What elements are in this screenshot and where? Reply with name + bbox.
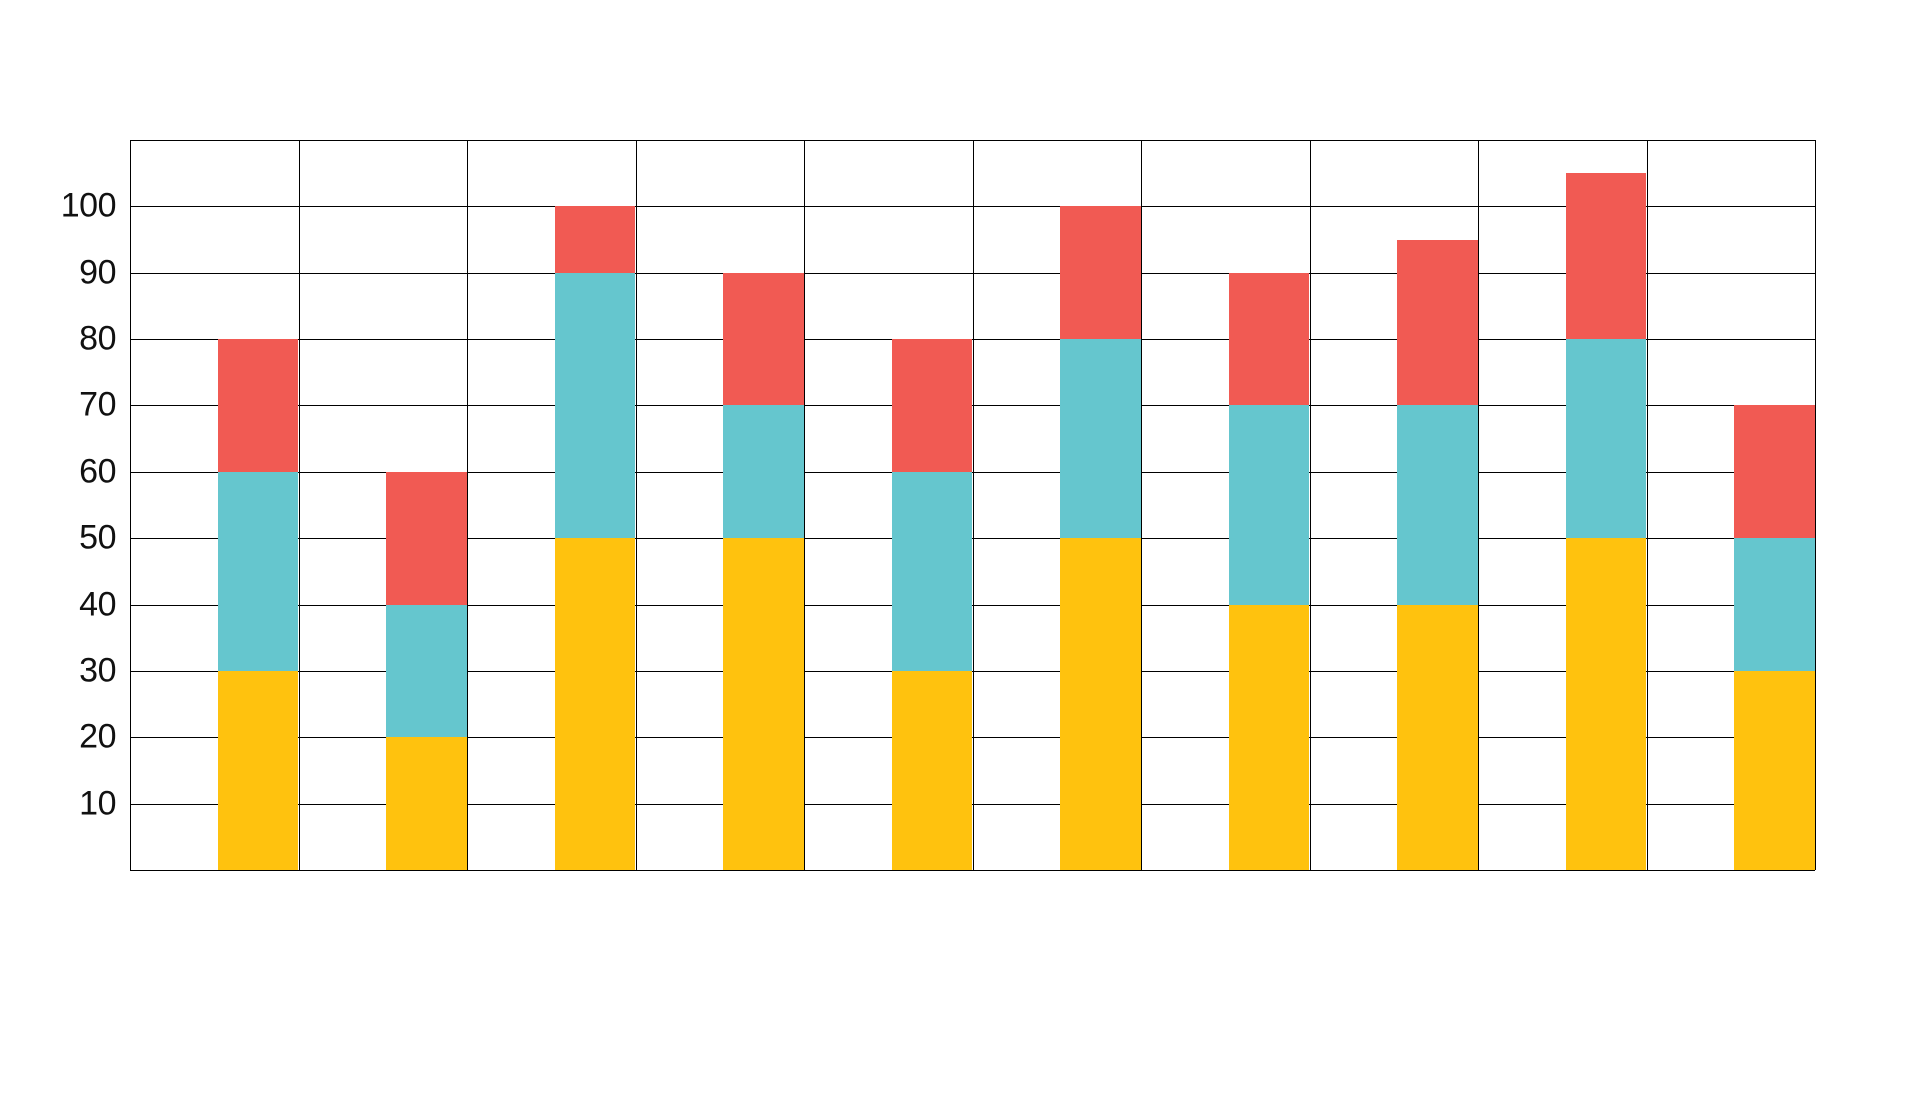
bar-segment-series-c bbox=[723, 273, 804, 406]
bar bbox=[1229, 273, 1310, 870]
bar-segment-series-a bbox=[218, 671, 299, 870]
bar-segment-series-b bbox=[1060, 339, 1141, 538]
gridline-vertical bbox=[804, 140, 805, 870]
bar-segment-series-b bbox=[386, 605, 467, 738]
bar bbox=[555, 206, 636, 870]
y-tick-label: 80 bbox=[79, 320, 130, 359]
bar-segment-series-b bbox=[1229, 405, 1310, 604]
gridline-vertical bbox=[1141, 140, 1142, 870]
y-tick-label: 70 bbox=[79, 386, 130, 425]
y-tick-label: 90 bbox=[79, 253, 130, 292]
gridline-vertical bbox=[636, 140, 637, 870]
gridline-vertical bbox=[1310, 140, 1311, 870]
y-tick-label: 10 bbox=[79, 784, 130, 823]
bar-segment-series-a bbox=[555, 538, 636, 870]
gridline-vertical bbox=[130, 140, 131, 870]
y-tick-label: 60 bbox=[79, 452, 130, 491]
y-tick-label: 20 bbox=[79, 718, 130, 757]
bar bbox=[1734, 405, 1815, 870]
bar bbox=[1060, 206, 1141, 870]
bar-segment-series-a bbox=[723, 538, 804, 870]
gridline-vertical bbox=[299, 140, 300, 870]
bar-segment-series-a bbox=[1566, 538, 1647, 870]
bar bbox=[723, 273, 804, 870]
bar-segment-series-a bbox=[1397, 605, 1478, 870]
bar-segment-series-a bbox=[386, 737, 467, 870]
bar-segment-series-b bbox=[555, 273, 636, 538]
bar bbox=[1566, 173, 1647, 870]
bar-segment-series-b bbox=[1397, 405, 1478, 604]
bar-segment-series-c bbox=[1734, 405, 1815, 538]
plot-area: 102030405060708090100 bbox=[130, 140, 1815, 870]
gridline-horizontal bbox=[130, 870, 1815, 871]
bar bbox=[1397, 240, 1478, 870]
bar-segment-series-c bbox=[555, 206, 636, 272]
bar-segment-series-a bbox=[892, 671, 973, 870]
bar-segment-series-b bbox=[723, 405, 804, 538]
bar bbox=[892, 339, 973, 870]
bar-segment-series-c bbox=[892, 339, 973, 472]
bar-segment-series-c bbox=[1060, 206, 1141, 339]
bar bbox=[218, 339, 299, 870]
y-tick-label: 30 bbox=[79, 651, 130, 690]
bar-segment-series-a bbox=[1734, 671, 1815, 870]
bar-segment-series-c bbox=[1566, 173, 1647, 339]
gridline-vertical bbox=[1647, 140, 1648, 870]
bar-segment-series-b bbox=[1566, 339, 1647, 538]
bar-segment-series-a bbox=[1060, 538, 1141, 870]
stacked-bar-chart: 102030405060708090100 bbox=[130, 140, 1815, 870]
bar-segment-series-b bbox=[1734, 538, 1815, 671]
bar-segment-series-c bbox=[386, 472, 467, 605]
y-tick-label: 40 bbox=[79, 585, 130, 624]
gridline-vertical bbox=[1478, 140, 1479, 870]
bar bbox=[386, 472, 467, 870]
y-tick-label: 50 bbox=[79, 519, 130, 558]
gridline-vertical bbox=[973, 140, 974, 870]
bar-segment-series-b bbox=[218, 472, 299, 671]
bar-segment-series-a bbox=[1229, 605, 1310, 870]
bar-segment-series-c bbox=[218, 339, 299, 472]
bar-segment-series-c bbox=[1397, 240, 1478, 406]
bar-segment-series-b bbox=[892, 472, 973, 671]
y-tick-label: 100 bbox=[61, 187, 130, 226]
bar-segment-series-c bbox=[1229, 273, 1310, 406]
gridline-vertical bbox=[1815, 140, 1816, 870]
gridline-vertical bbox=[467, 140, 468, 870]
